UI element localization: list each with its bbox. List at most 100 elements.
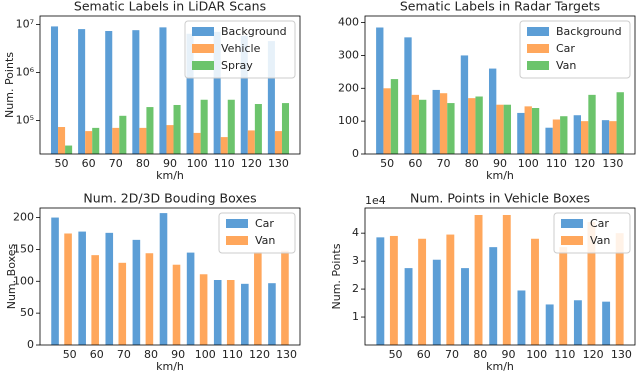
x-tick-label: 60	[90, 348, 104, 361]
x-tick-label: 60	[82, 157, 96, 170]
bar	[105, 31, 113, 154]
bar	[254, 104, 262, 154]
legend-swatch	[527, 27, 549, 36]
y-axis-label: Num. Points	[330, 243, 343, 309]
y-tick-label: 0	[352, 147, 359, 160]
bar	[517, 112, 525, 154]
bar	[404, 37, 412, 154]
bar	[432, 89, 440, 154]
axes-frame	[39, 15, 301, 155]
x-tick-label: 100	[518, 157, 539, 170]
bar	[145, 253, 154, 345]
bar	[92, 127, 100, 154]
bar	[587, 221, 596, 345]
bar	[64, 233, 72, 345]
y-tick-label: 2	[352, 282, 359, 295]
bar	[65, 145, 73, 154]
y-offset-label: 1e4	[365, 194, 386, 207]
x-tick-label: 130	[611, 348, 632, 361]
axes-frame	[39, 207, 301, 346]
bar	[186, 33, 194, 154]
bar	[146, 107, 154, 154]
legend-swatch	[226, 236, 248, 245]
bar	[159, 27, 167, 154]
legend-swatch	[527, 61, 549, 70]
bar	[51, 217, 59, 345]
y-tick-label: 150	[13, 242, 34, 255]
legend-swatch	[192, 61, 214, 70]
x-tick-label: 100	[187, 157, 208, 170]
bar	[419, 99, 427, 154]
bar	[616, 92, 624, 154]
y-tick-label: 3	[352, 254, 359, 267]
x-tick-label: 110	[222, 348, 243, 361]
legend-label: Spray	[221, 59, 253, 72]
bar	[383, 88, 391, 154]
x-tick-label: 110	[214, 157, 235, 170]
bar	[213, 31, 221, 154]
x-tick-label: 50	[380, 157, 394, 170]
legend-label: Background	[221, 25, 287, 38]
y-axis-label: Num. Boxes	[5, 243, 18, 309]
bar	[166, 125, 174, 154]
y-tick-label: 400	[338, 16, 359, 29]
x-tick-label: 120	[241, 157, 262, 170]
bar	[389, 235, 398, 345]
bar	[601, 120, 610, 154]
bar	[139, 127, 147, 154]
bar	[376, 27, 384, 154]
y-tick-label: 1	[352, 310, 359, 323]
x-tick-label: 120	[574, 157, 595, 170]
bar	[488, 68, 497, 154]
y-tick-label: 10⁶	[16, 65, 35, 78]
x-tick-label: 80	[144, 348, 158, 361]
x-tick-label: 130	[268, 157, 289, 170]
bar	[447, 103, 455, 154]
legend-label: Vehicle	[221, 42, 261, 55]
x-tick-label: 70	[445, 348, 459, 361]
x-tick-label: 60	[417, 348, 431, 361]
axes-frame	[364, 15, 636, 155]
x-tick-label: 130	[276, 348, 297, 361]
axes-frame	[364, 207, 636, 346]
bar	[559, 247, 568, 345]
bar	[227, 99, 235, 154]
bar	[85, 131, 93, 154]
x-tick-label: 70	[109, 157, 123, 170]
bar	[418, 238, 427, 345]
bar	[50, 26, 59, 155]
legend-swatch	[226, 219, 248, 228]
bar	[404, 268, 413, 345]
bar	[281, 103, 290, 154]
bar	[390, 79, 399, 154]
x-axis-label: km/h	[156, 169, 184, 182]
bar	[573, 115, 581, 154]
x-tick-label: 120	[583, 348, 604, 361]
x-tick-label: 90	[501, 348, 515, 361]
x-tick-label: 70	[437, 157, 451, 170]
bar	[118, 262, 127, 345]
bar	[531, 108, 540, 154]
bar	[489, 247, 498, 345]
bar	[172, 264, 181, 345]
legend-swatch	[561, 219, 583, 228]
bar	[545, 127, 553, 154]
bar	[502, 214, 511, 345]
bar	[432, 259, 441, 345]
x-tick-label: 110	[554, 348, 575, 361]
bar	[240, 35, 248, 154]
x-tick-label: 60	[408, 157, 422, 170]
bar	[439, 93, 448, 154]
bar	[241, 283, 249, 345]
legend-swatch	[527, 44, 549, 53]
y-tick-label: 10⁵	[16, 113, 34, 126]
x-tick-label: 80	[465, 157, 479, 170]
bar	[446, 234, 455, 345]
bar	[517, 290, 526, 345]
bar	[132, 30, 140, 154]
bar	[560, 116, 568, 154]
bar	[58, 127, 66, 154]
bar	[186, 252, 195, 345]
bar	[213, 280, 222, 345]
bar	[524, 106, 532, 154]
